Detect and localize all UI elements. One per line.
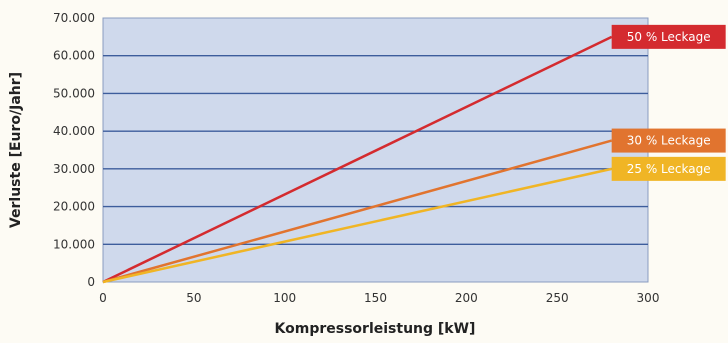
x-tick-label: 200 bbox=[455, 291, 478, 305]
y-tick-label: 10.000 bbox=[53, 237, 95, 251]
y-tick-label: 30.000 bbox=[53, 162, 95, 176]
legend-label-box bbox=[611, 128, 726, 153]
y-tick-label: 20.000 bbox=[53, 200, 95, 214]
x-tick-label: 250 bbox=[546, 291, 569, 305]
series-line-1 bbox=[102, 139, 613, 284]
x-tick-label: 300 bbox=[637, 291, 660, 305]
x-tick-label: 0 bbox=[99, 291, 107, 305]
y-tick-label: 70.000 bbox=[53, 11, 95, 25]
x-tick-label: 100 bbox=[273, 291, 296, 305]
legend-label-text: 30 % Leckage bbox=[627, 134, 711, 148]
legend-label-1: 30 % Leckage bbox=[611, 128, 726, 153]
y-tick-label: 50.000 bbox=[53, 86, 95, 100]
legend-label-box bbox=[611, 156, 726, 181]
series-lines bbox=[102, 35, 613, 284]
y-axis-ticks: 0 10.000 20.000 30.000 40.000 50.000 60.000 70.… bbox=[53, 11, 95, 289]
legend: 50 % Leckage 30 % Leckage 25 % Leckage bbox=[611, 24, 726, 181]
x-axis-ticks: 0 50 100 150 200 250 300 bbox=[99, 291, 659, 305]
y-tick-label: 40.000 bbox=[53, 124, 95, 138]
series-line-0 bbox=[102, 35, 613, 284]
x-axis-title: Kompressorleistung [kW] bbox=[275, 321, 476, 337]
y-axis-title: Verluste [Euro/Jahr] bbox=[8, 72, 24, 228]
legend-label-box bbox=[611, 24, 726, 49]
legend-label-2: 25 % Leckage bbox=[611, 156, 726, 181]
gridlines bbox=[103, 55, 648, 245]
legend-label-text: 25 % Leckage bbox=[627, 162, 711, 176]
legend-label-text: 50 % Leckage bbox=[627, 30, 711, 44]
series-line-2 bbox=[102, 167, 612, 284]
y-tick-label: 0 bbox=[87, 275, 95, 289]
x-tick-label: 150 bbox=[364, 291, 387, 305]
legend-label-0: 50 % Leckage bbox=[611, 24, 726, 49]
x-tick-label: 50 bbox=[186, 291, 201, 305]
y-tick-label: 60.000 bbox=[53, 49, 95, 63]
